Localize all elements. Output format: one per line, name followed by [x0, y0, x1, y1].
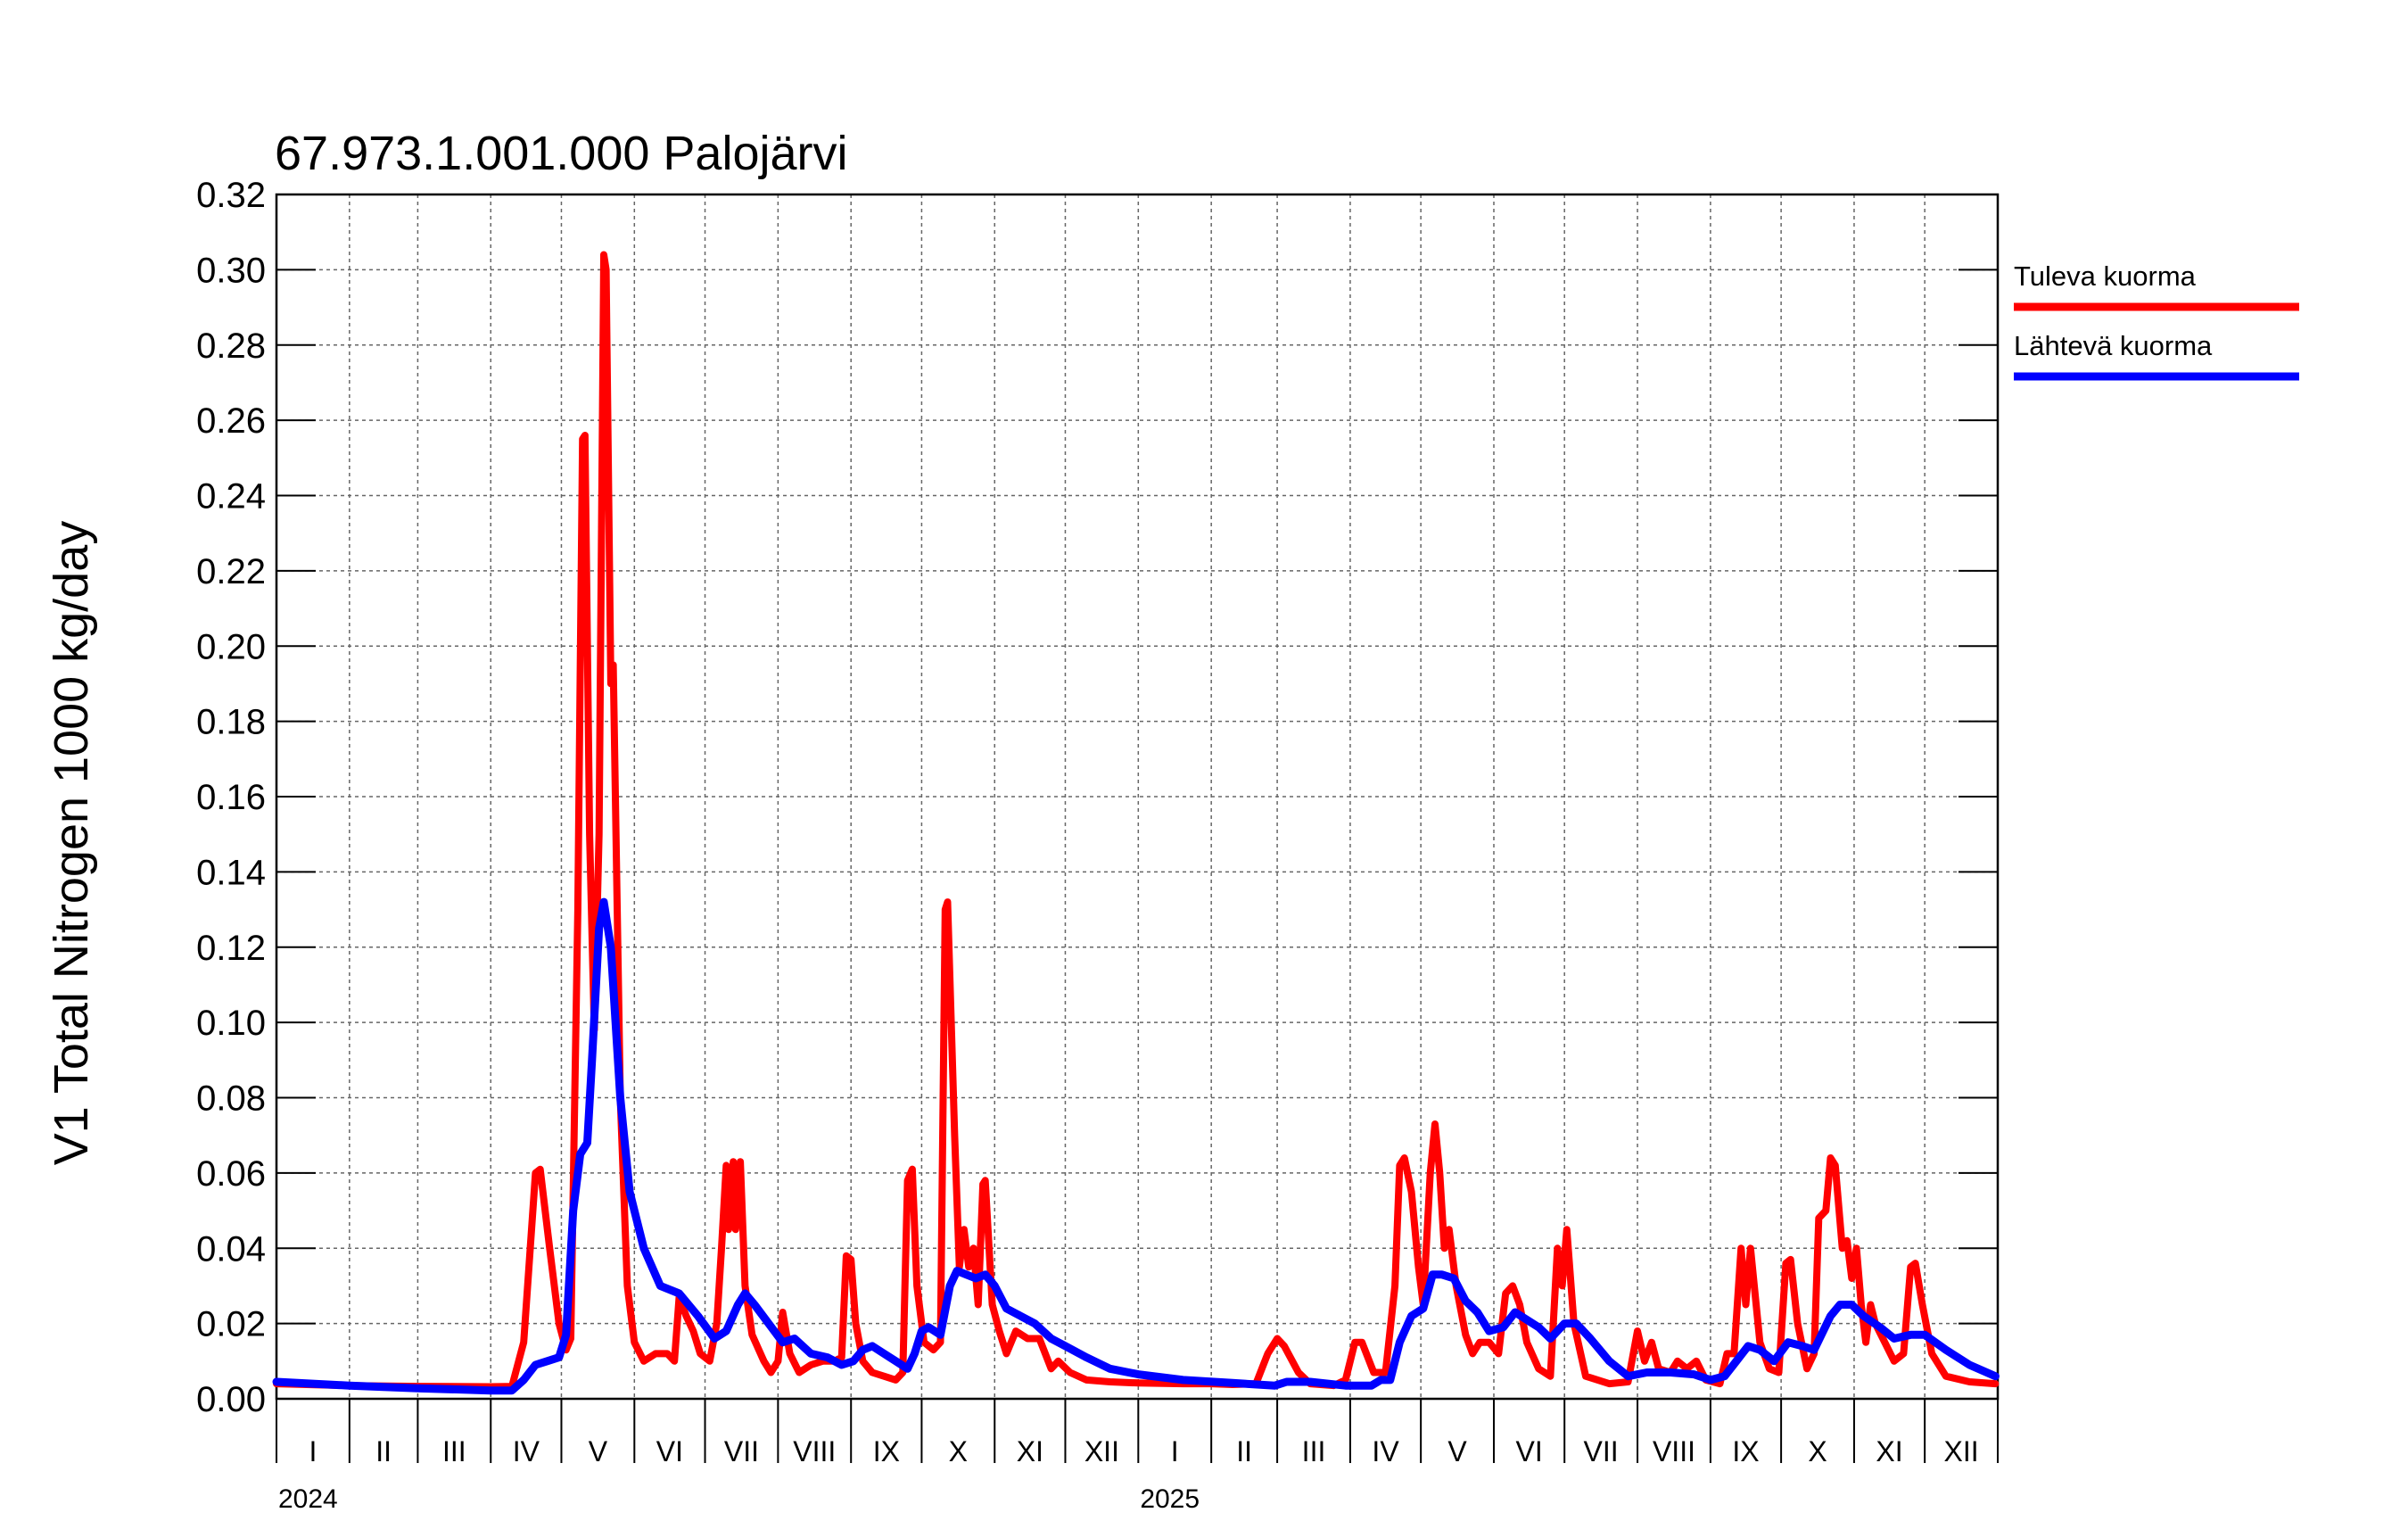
x-month-label: XI: [1017, 1435, 1043, 1467]
y-tick-label: 0.22: [196, 552, 266, 591]
chart-title: 67.973.1.001.000 Palojärvi: [275, 127, 848, 180]
y-axis-label: V1 Total Nitrogen 1000 kg/day: [45, 521, 98, 1166]
x-year-label: 2025: [1140, 1484, 1200, 1514]
x-month-label: I: [1171, 1435, 1179, 1467]
plot-frame: [275, 193, 2000, 1401]
x-month-label: VIII: [1653, 1435, 1695, 1467]
series-line-tuleva-kuorma: [273, 251, 2000, 1391]
x-month-label: XI: [1876, 1435, 1902, 1467]
x-month-label: VI: [656, 1435, 683, 1467]
x-month-label: VII: [724, 1435, 759, 1467]
series: [272, 251, 2000, 1395]
y-tick-label: 0.00: [196, 1380, 266, 1419]
legend-label: Lähtevä kuorma: [2014, 330, 2213, 361]
y-tick-label: 0.18: [196, 703, 266, 742]
x-month-label: IV: [1372, 1435, 1399, 1467]
y-tick-label: 0.30: [196, 251, 266, 290]
y-tick-label: 0.10: [196, 1004, 266, 1043]
x-month-label: IX: [873, 1435, 900, 1467]
x-month-label: IX: [1732, 1435, 1759, 1467]
x-month-label: X: [1808, 1435, 1827, 1467]
x-year-label: 2024: [278, 1484, 338, 1514]
x-month-label: X: [949, 1435, 968, 1467]
y-tick-label: 0.20: [196, 627, 266, 666]
x-month-label: XII: [1944, 1435, 1979, 1467]
y-tick-label: 0.24: [196, 477, 266, 517]
series-line-lahteva-kuorma: [272, 897, 2000, 1395]
x-month-label: III: [442, 1435, 466, 1467]
y-tick-label: 0.12: [196, 929, 266, 968]
y-tick-label: 0.32: [196, 176, 266, 215]
x-month-label: II: [375, 1435, 392, 1467]
y-tick-label: 0.26: [196, 401, 266, 441]
x-month-label: VIII: [793, 1435, 836, 1467]
x-month-label: VI: [1515, 1435, 1542, 1467]
legend: Tuleva kuorma Lähtevä kuorma: [2014, 260, 2299, 381]
x-month-label: VII: [1584, 1435, 1619, 1467]
legend-label: Tuleva kuorma: [2014, 260, 2197, 292]
y-tick-label: 0.08: [196, 1079, 266, 1119]
y-tick-label: 0.02: [196, 1305, 266, 1344]
y-tick-label: 0.16: [196, 778, 266, 817]
y-tick-label: 0.06: [196, 1154, 266, 1194]
x-month-label: I: [309, 1435, 317, 1467]
x-month-label: V: [1447, 1435, 1467, 1467]
x-month-label: XII: [1084, 1435, 1119, 1467]
y-tick-label: 0.04: [196, 1229, 266, 1269]
x-month-label: IV: [513, 1435, 540, 1467]
x-month-label: III: [1302, 1435, 1326, 1467]
y-tick-label: 0.28: [196, 327, 266, 366]
y-tick-label: 0.14: [196, 853, 266, 892]
axes: 0.00 0.02 0.04 0.06 0.08 0.10 0.12 0.14 0.16 0.18…: [196, 176, 2000, 1514]
x-month-label: II: [1236, 1435, 1252, 1467]
x-month-label: V: [589, 1435, 608, 1467]
